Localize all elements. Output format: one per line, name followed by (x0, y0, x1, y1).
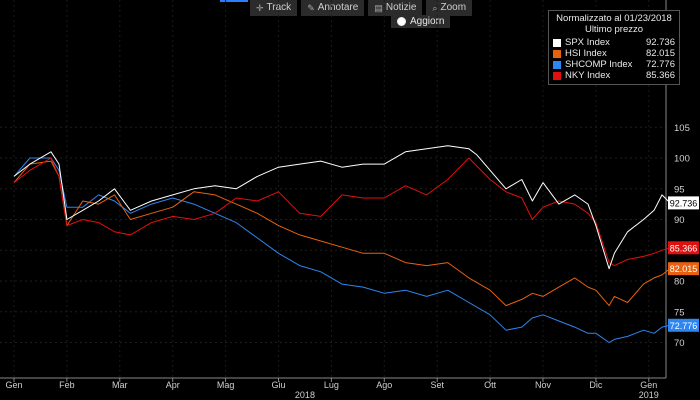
legend-item: SHCOMP Index 72.776 (553, 59, 675, 70)
x-tick-label: Dic (589, 380, 602, 390)
x-tick-label: Mar (112, 380, 128, 390)
legend-swatch (553, 49, 561, 58)
x-tick-label: Feb (59, 380, 75, 390)
series-line (13, 160, 671, 307)
last-value-tag (668, 196, 699, 210)
x-tick-label: Ago (376, 380, 392, 390)
y-tick-label: 90 (674, 215, 685, 226)
legend-swatch (553, 60, 561, 69)
last-value-label: 72.776 (670, 321, 698, 331)
last-value-label: 82.015 (670, 264, 698, 274)
legend-swatch (553, 38, 561, 47)
legend: Normalizzato al 01/23/2018 Ultimo prezzo… (548, 10, 680, 85)
legend-item-value: 92.736 (645, 37, 675, 48)
zoom-icon: ⌕ (432, 3, 438, 13)
y-tick-label: 75 (674, 307, 685, 318)
radio-icon (397, 17, 406, 26)
annotate-button[interactable]: ✎ Annotare (301, 0, 365, 16)
crosshair-icon: ✛ (256, 3, 264, 13)
y-tick-label: 100 (674, 154, 690, 165)
x-tick-label: Apr (166, 380, 180, 390)
zoom-label: Zoom (440, 2, 467, 13)
x-year-label: 2019 (639, 390, 659, 400)
last-value-tag (668, 241, 699, 255)
series-line (13, 145, 671, 270)
last-value-tag (668, 318, 699, 332)
legend-swatch (553, 71, 561, 80)
legend-item: HSI Index 82.015 (553, 48, 675, 59)
legend-item-value: 72.776 (645, 59, 675, 70)
legend-title: Normalizzato al 01/23/2018 (556, 13, 672, 24)
x-tick-label: Gen (640, 380, 657, 390)
y-tick-label: 80 (674, 277, 685, 288)
track-label: Track (266, 2, 292, 13)
annotate-label: Annotare (317, 2, 359, 13)
legend-item-name: SPX Index (565, 37, 610, 48)
x-tick-label: Set (430, 380, 444, 390)
y-tick-label: 70 (674, 338, 685, 349)
news-button[interactable]: ▤ Notizie (368, 0, 423, 16)
last-value-label: 92.736 (670, 198, 698, 208)
legend-item-value: 82.015 (645, 48, 675, 59)
last-value-label: 85.366 (670, 243, 698, 253)
legend-item-name: HSI Index (565, 48, 607, 59)
x-tick-label: Gen (5, 380, 22, 390)
legend-item: NKY Index 85.366 (553, 70, 675, 81)
legend-item-name: NKY Index (565, 70, 611, 81)
x-year-label: 2018 (295, 390, 315, 400)
x-tick-label: Lug (324, 380, 339, 390)
news-label: Notizie (385, 2, 417, 13)
x-tick-label: Nov (535, 380, 552, 390)
series-line (13, 157, 671, 343)
x-tick-label: Mag (217, 380, 235, 390)
x-tick-label: Ott (484, 380, 497, 390)
chart-toolbar: ✛ Track ✎ Annotare ▤ Notizie ⌕ Zoom (250, 0, 473, 28)
track-button[interactable]: ✛ Track (250, 0, 298, 16)
legend-item-name: SHCOMP Index (565, 59, 633, 70)
legend-item: SPX Index 92.736 (553, 37, 675, 48)
pencil-icon: ✎ (307, 3, 315, 13)
series-line (13, 157, 671, 267)
news-icon: ▤ (374, 3, 383, 13)
legend-subtitle: Ultimo prezzo (584, 24, 644, 35)
refresh-label: Aggiorn (410, 16, 445, 27)
refresh-button[interactable]: Aggiorn (391, 15, 451, 28)
x-tick-label: Giu (271, 380, 285, 390)
zoom-button[interactable]: ⌕ Zoom (426, 0, 473, 16)
blue-accent-strip (220, 0, 248, 2)
y-tick-label: 105 (674, 123, 690, 134)
legend-item-value: 85.366 (645, 70, 675, 81)
last-value-tag (668, 262, 699, 276)
y-tick-label: 95 (674, 184, 685, 195)
